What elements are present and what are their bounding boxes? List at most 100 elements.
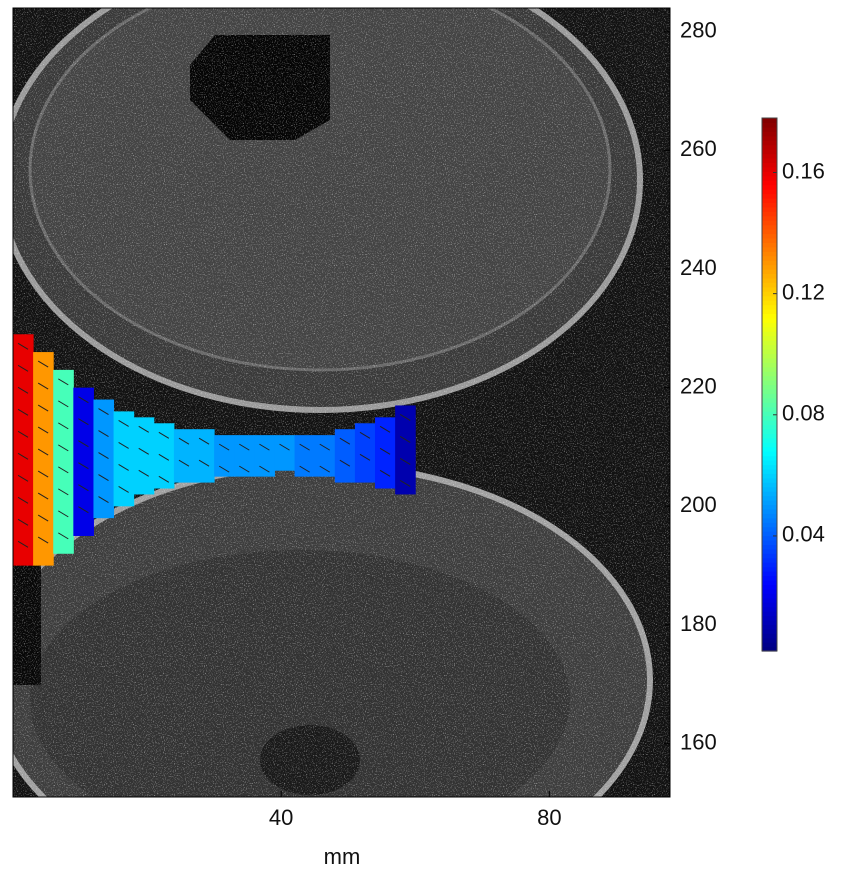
field-cell	[274, 435, 296, 471]
vector-arrow	[17, 518, 29, 526]
colorbar-band	[762, 539, 777, 545]
vector-arrow	[17, 430, 29, 438]
vector-arrow	[138, 469, 149, 477]
colorbar-band	[762, 375, 777, 381]
colorbar-band	[762, 331, 777, 337]
vector-arrow	[17, 364, 29, 372]
vector-arrow	[399, 414, 411, 421]
colorbar-band	[762, 304, 777, 310]
colorbar-band	[762, 126, 777, 132]
colorbar-band	[762, 357, 777, 363]
vector-arrow	[58, 532, 69, 540]
vector-arrow	[17, 408, 29, 416]
vector-arrow	[58, 444, 69, 452]
field-cell	[334, 429, 356, 483]
y-tick-label: 180	[680, 611, 717, 636]
colorbar-band	[762, 557, 777, 563]
colorbar-band	[762, 220, 777, 226]
vector-arrow	[37, 426, 49, 434]
vector-arrow	[37, 492, 49, 500]
colorbar-band	[762, 455, 777, 461]
colorbar-band	[762, 300, 777, 306]
colorbar-band	[762, 619, 777, 625]
vector-arrow	[319, 443, 330, 451]
vector-arrow	[78, 440, 89, 448]
vector-arrow	[299, 465, 310, 473]
vector-arrow	[58, 378, 69, 386]
colorbar-band	[762, 371, 777, 377]
x-axis-label: mm	[324, 844, 361, 869]
colorbar-band	[762, 149, 777, 155]
vector-arrow	[17, 540, 29, 548]
colorbar-band	[762, 189, 777, 195]
background-image	[13, 8, 670, 797]
colorbar-band	[762, 437, 777, 443]
colorbar-band	[762, 340, 777, 346]
colorbar-band	[762, 122, 777, 128]
colorbar-band	[762, 446, 777, 452]
vector-arrow	[138, 425, 149, 433]
colorbar-band	[762, 442, 777, 448]
colorbar-tick-label: 0.12	[782, 279, 825, 304]
vector-arrow	[118, 419, 129, 427]
colorbar-band	[762, 211, 777, 217]
colorbar-band	[762, 215, 777, 221]
vector-arrow	[78, 484, 89, 492]
colorbar-band	[762, 566, 777, 572]
field-cell	[13, 334, 34, 566]
colorbar-band	[762, 468, 777, 474]
vector-arrow	[17, 474, 29, 482]
field-cell	[113, 411, 135, 507]
colorbar-band	[762, 140, 777, 146]
colorbar-band	[762, 388, 777, 394]
field-cell	[395, 405, 416, 495]
colorbar-band	[762, 424, 777, 430]
colorbar-band	[762, 273, 777, 279]
field-cell	[133, 417, 155, 495]
colorbar-band	[762, 322, 777, 328]
vector-arrow	[78, 462, 89, 470]
vector-arrow	[37, 448, 49, 456]
colorbar-band	[762, 593, 777, 599]
vector-arrow	[178, 437, 190, 445]
field-cell	[214, 435, 235, 477]
vector-arrow	[37, 360, 49, 368]
vector-arrow	[118, 463, 129, 471]
colorbar-band	[762, 393, 777, 399]
vector-arrow	[78, 506, 89, 514]
colorbar-band	[762, 460, 777, 466]
colorbar-band	[762, 251, 777, 257]
vector-arrow	[37, 382, 49, 390]
y-tick-label: 160	[680, 729, 717, 754]
colorbar-band	[762, 491, 777, 497]
vector-arrow	[98, 408, 109, 415]
colorbar-band	[762, 282, 777, 288]
colorbar-band	[762, 548, 777, 554]
vector-arrow	[359, 453, 371, 461]
vector-arrow	[399, 458, 411, 465]
field-cell	[53, 369, 74, 554]
vector-arrow	[58, 488, 69, 496]
vector-arrow	[319, 465, 330, 473]
colorbar-band	[762, 246, 777, 252]
plot-frame	[12, 7, 671, 798]
vector-arrow	[58, 510, 69, 518]
colorbar-frame	[761, 117, 778, 652]
vector-arrow	[158, 453, 170, 461]
colorbar-band	[762, 420, 777, 426]
colorbar-band	[762, 411, 777, 417]
vector-arrow	[158, 475, 170, 483]
colorbar-band	[762, 344, 777, 350]
colorbar-band	[762, 482, 777, 488]
colorbar-band	[762, 415, 777, 421]
vector-arrow	[37, 470, 49, 478]
colorbar-band	[762, 166, 777, 172]
colorbar-band	[762, 184, 777, 190]
vector-arrow	[379, 447, 391, 455]
field-cell	[73, 387, 94, 536]
colorbar-band	[762, 624, 777, 630]
colorbar-band	[762, 233, 777, 239]
field-cell	[254, 435, 275, 477]
vector-arrow	[339, 459, 351, 467]
vector-arrow	[218, 465, 230, 473]
